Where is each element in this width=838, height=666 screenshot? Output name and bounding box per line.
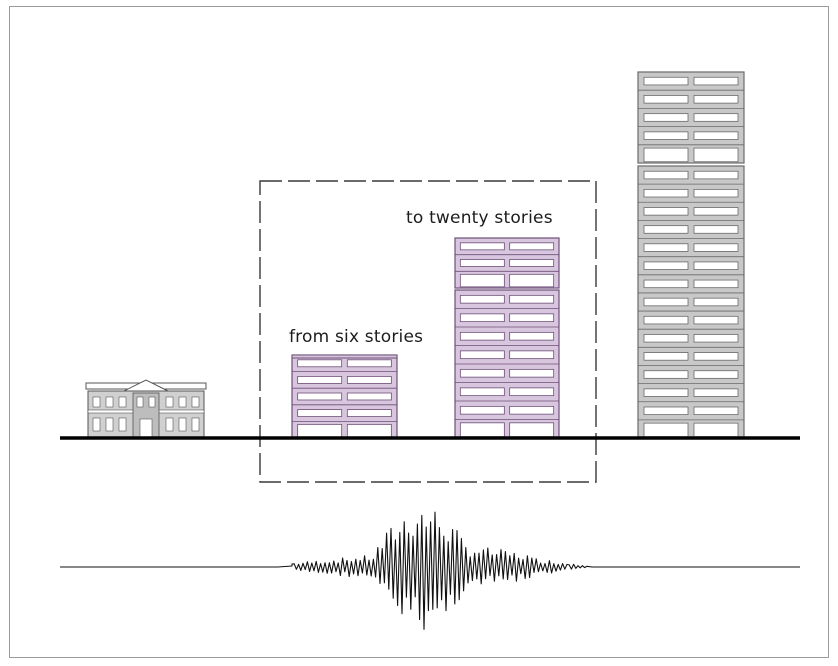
twenty-story-building [454, 237, 560, 439]
tall-tower-building [637, 71, 745, 439]
figure-frame [9, 6, 829, 658]
from-six-stories-label: from six stories [289, 327, 424, 347]
six-story-building [291, 354, 398, 439]
to-twenty-stories-label: to twenty stories [406, 208, 553, 228]
dashed-range-box [259, 180, 597, 483]
seismic-waveform-icon [60, 511, 800, 630]
historic-low-rise-building [85, 379, 207, 438]
